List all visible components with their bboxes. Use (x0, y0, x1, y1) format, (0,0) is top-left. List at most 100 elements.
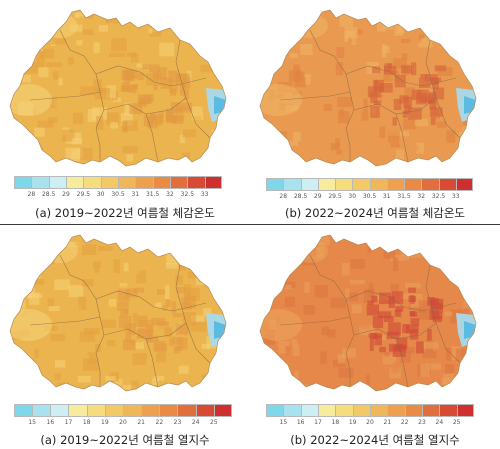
heat-cell (175, 275, 183, 285)
heat-cell (80, 86, 95, 96)
heat-cell (24, 62, 38, 74)
heat-cell (415, 235, 430, 244)
panel-b-heat-index: 15 16 17 18 19 20 21 22 23 24 25 (b) 2022~2024년 여름… (250, 225, 500, 449)
hotspot-cell (388, 296, 395, 308)
district-boundaries (279, 29, 461, 163)
heat-cell (11, 20, 23, 30)
legend-swatch (14, 404, 33, 417)
heat-cell (351, 36, 357, 45)
heat-cell (330, 143, 340, 151)
heat-cell (151, 360, 165, 371)
heat-cell (397, 20, 405, 34)
heat-cell (383, 70, 399, 82)
heat-cell (10, 251, 17, 264)
heat-cell (418, 34, 424, 40)
heat-cell (48, 306, 60, 311)
heat-cell (109, 52, 125, 57)
heat-cell (149, 138, 158, 147)
heat-cell (350, 259, 365, 269)
heat-cell (292, 345, 300, 356)
heat-cell (145, 15, 159, 21)
heat-cell (52, 75, 58, 85)
heat-cell (410, 126, 423, 139)
heat-cell (392, 361, 400, 373)
heat-cell (262, 391, 275, 403)
legend-tick-label: 31 (131, 191, 140, 198)
heat-cell (47, 293, 56, 302)
heat-cell (287, 239, 295, 248)
heat-cell (441, 36, 453, 41)
hotspot-cell (430, 77, 439, 85)
heat-cell (15, 132, 20, 140)
heat-cell (382, 354, 396, 365)
heat-cell (418, 43, 433, 48)
hotspot-cell (184, 295, 196, 309)
heat-cell (42, 373, 49, 384)
heat-cell (380, 335, 386, 341)
heat-cell (266, 276, 271, 290)
heat-cell (339, 108, 344, 117)
heat-cell (271, 272, 287, 281)
heat-cell (182, 129, 196, 138)
heat-cell (84, 328, 100, 335)
heat-cell (459, 308, 470, 316)
heat-cell (422, 351, 437, 359)
cool-north-zone (42, 239, 78, 263)
region-outline (259, 234, 477, 392)
hotspot-cell (160, 77, 172, 89)
heat-cell (337, 354, 346, 364)
heat-cell (267, 255, 282, 263)
heat-cell (437, 67, 453, 77)
heat-cell (151, 122, 156, 136)
heat-cell (266, 43, 275, 53)
heat-cell (111, 38, 127, 52)
hotspot-cell (139, 97, 152, 104)
heat-cell (187, 271, 198, 279)
legend-swatch (187, 176, 205, 189)
heat-cell (450, 346, 462, 360)
legend-swatch (335, 178, 353, 191)
heat-cell (76, 40, 83, 46)
heat-cell (294, 370, 299, 379)
heat-cell (467, 56, 476, 62)
heat-cell (366, 132, 377, 141)
heat-cell (289, 156, 297, 166)
heat-cell (206, 264, 218, 269)
cool-west-zone (260, 309, 302, 341)
heat-cell (178, 365, 189, 374)
heat-cell (210, 364, 223, 372)
hotspot-cell (137, 328, 146, 339)
heat-cell (15, 279, 22, 285)
hotspot-cell (165, 111, 174, 118)
heat-cell (388, 292, 395, 299)
hotspot (120, 63, 193, 133)
legend-tick-label: 30.5 (111, 191, 125, 198)
heat-cell (98, 245, 113, 251)
heat-cell (393, 257, 399, 272)
heat-cell (348, 96, 363, 103)
heat-cell (306, 119, 321, 131)
heat-cell (461, 381, 472, 391)
heat-cell (412, 42, 419, 52)
heat-cell (346, 140, 358, 152)
hotspot-cell (152, 71, 159, 81)
heat-cell (326, 345, 337, 359)
hotspot-cell (171, 115, 184, 125)
heat-cell (80, 147, 93, 161)
legend-swatch (386, 178, 404, 191)
heat-field (10, 10, 226, 166)
legend-tick-label: 18 (331, 419, 340, 426)
hotspot-cell (129, 340, 135, 345)
heat-cell (150, 240, 160, 246)
heat-cell (469, 142, 476, 157)
heat-cell (445, 347, 452, 361)
hotspot-cell (402, 324, 410, 334)
legend-swatch (14, 176, 32, 189)
heat-cell (332, 253, 339, 258)
heat-cell (190, 321, 207, 332)
heat-cell (108, 298, 117, 307)
hotspot-cell (165, 299, 171, 307)
heat-cell (188, 94, 198, 99)
heat-cell (267, 392, 277, 400)
heat-cell (277, 40, 291, 48)
